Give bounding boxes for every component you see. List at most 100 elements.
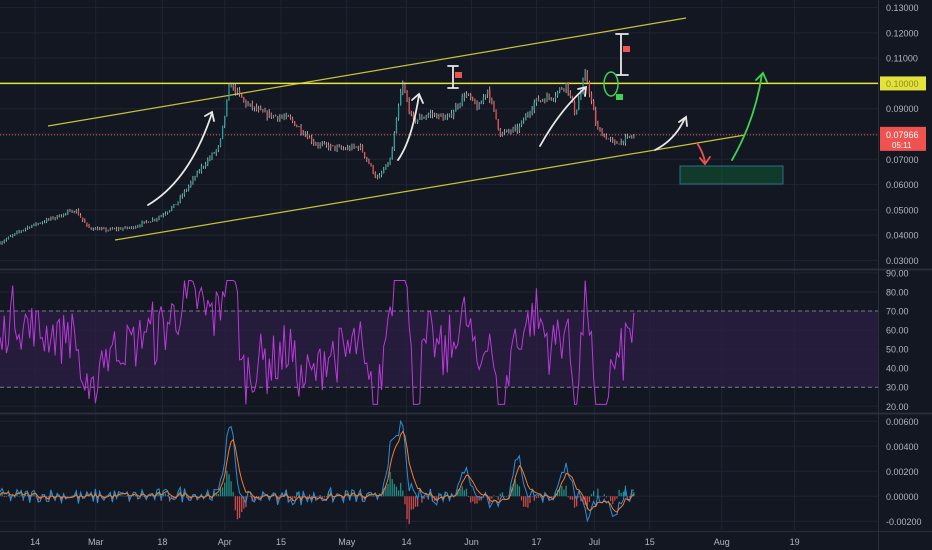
candle-body xyxy=(383,169,385,173)
candle-body xyxy=(219,138,222,147)
macd-histogram-bar xyxy=(618,489,620,497)
candle-countdown-label: 05:11 xyxy=(892,141,912,150)
candle-body xyxy=(465,93,468,98)
price-tick-label: 0.04000 xyxy=(886,231,919,241)
candle-body xyxy=(196,171,198,178)
candle-body xyxy=(523,120,525,122)
candle-body xyxy=(444,117,446,120)
chart-drawings xyxy=(147,33,784,206)
macd-tick-label: 0.00000 xyxy=(886,492,919,502)
price-tick-label: 0.05000 xyxy=(886,205,919,215)
macd-histogram-bar xyxy=(217,493,220,497)
white-arrowhead-2 xyxy=(411,92,424,104)
candle-body xyxy=(417,119,419,122)
candle-body xyxy=(486,90,489,95)
macd-histogram-bar xyxy=(408,496,410,525)
macd-histogram-bar xyxy=(319,494,321,497)
candle-body xyxy=(234,85,236,93)
macd-histogram-bar xyxy=(279,495,281,497)
macd-histogram-bar xyxy=(514,478,516,497)
macd-histogram-bar xyxy=(262,491,264,497)
green-circle xyxy=(603,71,619,97)
candle-body xyxy=(476,103,478,110)
macd-histogram-bar xyxy=(24,494,27,497)
candle-body xyxy=(357,146,359,149)
candle-body xyxy=(92,228,94,230)
candle-body xyxy=(168,210,171,212)
macd-histogram-bar xyxy=(414,496,417,507)
macd-histogram-bar xyxy=(383,488,385,497)
candle-body xyxy=(18,231,20,233)
candle-body xyxy=(241,93,243,98)
candle-body xyxy=(29,226,31,228)
candle-body xyxy=(406,92,408,101)
candle-body xyxy=(349,147,351,150)
macd-panel[interactable] xyxy=(0,419,635,525)
candle-body xyxy=(277,116,279,120)
candle-body xyxy=(291,118,294,122)
time-tick-label: Jul xyxy=(589,537,601,547)
candle-body xyxy=(393,133,395,150)
candle-body xyxy=(440,114,442,116)
candle-body xyxy=(179,196,181,202)
macd-histogram-bar xyxy=(527,496,529,508)
candle-body xyxy=(503,131,506,133)
macd-histogram-bar xyxy=(563,489,565,497)
candle-body xyxy=(308,137,311,139)
candle-body xyxy=(433,114,436,115)
candle-body xyxy=(62,213,65,217)
candle-body xyxy=(427,114,429,117)
macd-histogram-bar xyxy=(603,494,605,497)
macd-histogram-bar xyxy=(111,496,114,501)
candle-body xyxy=(319,143,321,146)
macd-tick-label: 0.00200 xyxy=(886,467,919,477)
macd-histogram-bar xyxy=(311,496,313,500)
price-panel[interactable] xyxy=(0,17,878,245)
macd-histogram-bar xyxy=(71,495,73,497)
candle-body xyxy=(586,71,588,83)
candle-body xyxy=(351,145,353,150)
candle-body xyxy=(389,159,391,165)
macd-histogram-bar xyxy=(18,496,20,497)
candle-body xyxy=(249,103,251,105)
macd-histogram-bar xyxy=(260,496,262,498)
candle-body xyxy=(202,166,205,168)
macd-histogram-bar xyxy=(145,496,147,500)
macd-histogram-bar xyxy=(234,496,236,511)
candle-body xyxy=(205,164,207,167)
candle-body xyxy=(294,121,296,126)
macd-histogram-bar xyxy=(291,496,294,501)
candle-body xyxy=(368,159,370,164)
macd-histogram-bar xyxy=(419,495,421,497)
candle-body xyxy=(400,91,402,106)
macd-histogram-bar xyxy=(448,496,451,500)
macd-histogram-bar xyxy=(397,490,400,497)
macd-histogram-bar xyxy=(338,495,340,497)
candle-body xyxy=(336,146,338,150)
white-arrow-1 xyxy=(147,112,213,206)
macd-histogram-bar xyxy=(3,496,5,498)
candle-body xyxy=(482,97,485,103)
candle-body xyxy=(120,228,122,230)
candle-body xyxy=(514,127,516,129)
macd-histogram-bar xyxy=(268,496,270,500)
macd-histogram-bar xyxy=(124,496,126,497)
macd-histogram-bar xyxy=(421,496,423,503)
candle-body xyxy=(588,82,591,95)
macd-histogram-bar xyxy=(12,495,14,497)
candle-body xyxy=(412,113,415,119)
candle-body xyxy=(597,123,599,129)
macd-histogram-bar xyxy=(387,484,389,497)
candle-body xyxy=(569,92,571,97)
time-tick-label: 18 xyxy=(157,537,167,547)
candle-body xyxy=(217,146,220,150)
time-tick-label: May xyxy=(338,537,356,547)
macd-histogram-bar xyxy=(520,496,523,501)
candle-body xyxy=(132,226,135,229)
candle-body xyxy=(251,103,253,108)
white-arrowhead-4 xyxy=(678,115,688,127)
candle-body xyxy=(501,132,504,136)
rsi-panel[interactable] xyxy=(0,280,878,405)
